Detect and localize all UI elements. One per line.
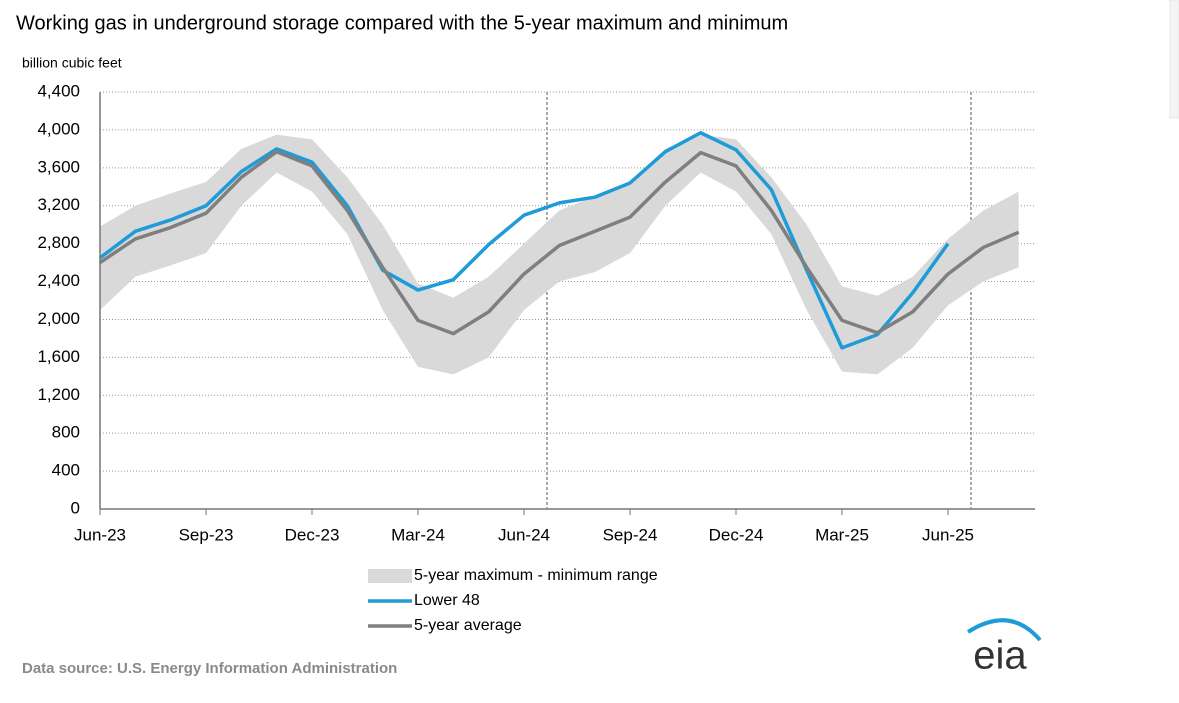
legend-swatch (368, 569, 412, 583)
y-tick-label: 1,600 (37, 347, 80, 366)
series-line (99, 149, 1020, 336)
legend-label: Lower 48 (414, 592, 480, 609)
y-tick-label: 1,200 (37, 385, 80, 404)
y-tick-label: 0 (71, 498, 80, 517)
x-tick-label: Jun-25 (922, 525, 974, 544)
logo: eia (973, 634, 1027, 678)
y-tick-label: 4,400 (37, 81, 80, 100)
scrollbar (1169, 0, 1179, 119)
y-tick-label: 3,600 (37, 157, 80, 176)
x-tick-label: Dec-24 (709, 525, 764, 544)
x-tick-label: Sep-23 (179, 525, 234, 544)
source-note: Data source: U.S. Energy Information Adm… (22, 660, 397, 677)
legend-label: 5-year average (414, 617, 522, 634)
y-tick-label: 3,200 (37, 195, 80, 214)
x-tick-label: Sep-24 (603, 525, 658, 544)
y-axis-label: billion cubic feet (22, 55, 122, 71)
y-tick-label: 2,000 (37, 309, 80, 328)
legend-label: 5-year maximum - minimum range (414, 567, 658, 584)
y-tick-label: 800 (52, 423, 80, 442)
x-tick-label: Mar-25 (815, 525, 869, 544)
range-area (100, 134, 1019, 375)
y-tick-label: 2,800 (37, 233, 80, 252)
x-tick-label: Jun-23 (74, 525, 126, 544)
y-tick-label: 2,400 (37, 271, 80, 290)
x-tick-label: Mar-24 (391, 525, 445, 544)
x-tick-label: Dec-23 (285, 525, 340, 544)
y-tick-label: 4,000 (37, 119, 80, 138)
y-tick-label: 400 (52, 461, 80, 480)
x-tick-label: Jun-24 (498, 525, 550, 544)
logo-arc (966, 618, 1042, 642)
chart-title: Working gas in underground storage compa… (16, 12, 788, 34)
